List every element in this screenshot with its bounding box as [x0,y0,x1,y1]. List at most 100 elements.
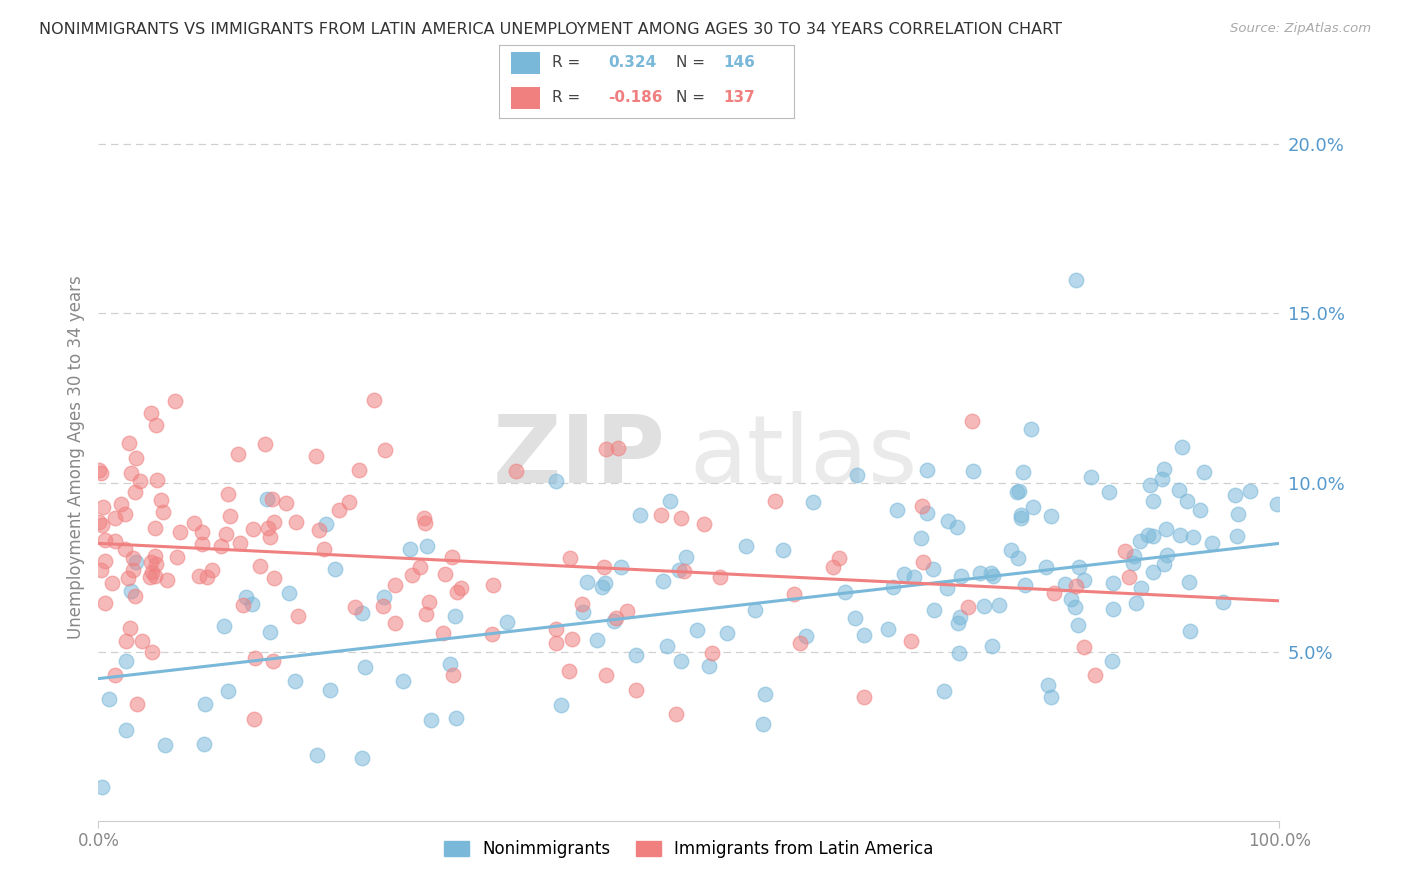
Point [128,474,150,488]
Point [373,590,395,604]
Point [114,541,136,556]
Text: NONIMMIGRANTS VS IMMIGRANTS FROM LATIN AMERICA UNEMPLOYMENT AMONG AGES 30 TO 34 : NONIMMIGRANTS VS IMMIGRANTS FROM LATIN A… [39,22,1063,37]
FancyBboxPatch shape [510,52,540,74]
Point [1098,485,1121,500]
Point [626,648,648,663]
Point [90,563,112,577]
Point [876,622,898,636]
Point [117,570,139,584]
Point [910,531,932,545]
Point [572,606,595,620]
Point [1139,478,1161,492]
Point [312,541,335,556]
Point [149,492,172,507]
Point [115,634,138,648]
Point [754,687,776,701]
Point [141,566,163,580]
Point [350,750,373,764]
Point [254,437,277,451]
Point [194,697,217,711]
Point [882,580,904,594]
Point [1064,272,1087,286]
Point [347,462,370,476]
Point [846,468,869,483]
Point [444,711,467,725]
Point [1053,577,1076,591]
Point [319,683,342,698]
Point [169,525,191,540]
Point [900,634,922,648]
Point [323,561,346,575]
Point [1010,508,1032,523]
Point [628,508,651,523]
Point [936,581,959,595]
Point [586,633,609,648]
Point [242,522,264,536]
Point [419,713,441,727]
Point [893,566,915,581]
Point [949,568,972,582]
Point [546,622,568,636]
Point [915,463,938,477]
Point [131,633,153,648]
Text: -0.186: -0.186 [609,90,662,105]
Point [924,603,946,617]
Point [671,654,693,668]
Point [1102,602,1125,616]
Point [936,514,959,528]
Legend: Nonimmigrants, Immigrants from Latin America: Nonimmigrants, Immigrants from Latin Ame… [437,833,941,864]
Point [1021,500,1043,515]
Point [1014,578,1036,592]
Point [209,539,232,553]
Point [444,608,467,623]
Point [1212,595,1234,609]
Point [384,615,406,630]
Point [94,554,117,568]
Point [87,463,110,477]
Point [392,674,415,689]
Point [418,595,440,609]
Point [665,706,688,721]
Point [505,464,527,478]
Point [591,580,613,594]
Point [624,682,647,697]
Point [240,597,263,611]
Point [97,692,120,706]
Point [1129,582,1152,596]
Point [772,542,794,557]
Point [114,507,136,521]
Point [603,614,626,628]
Point [544,636,567,650]
Point [89,515,111,529]
Point [120,466,142,480]
Text: ZIP: ZIP [492,411,665,503]
Point [229,536,252,550]
Point [145,418,167,433]
Point [143,549,166,564]
Point [415,607,437,622]
Point [969,566,991,580]
Point [1175,493,1198,508]
Point [191,537,214,551]
Point [1178,624,1201,638]
Point [949,609,972,624]
Point [408,560,430,574]
Point [782,587,804,601]
Point [981,568,1004,582]
Point [1225,488,1247,502]
Point [1137,528,1160,542]
Point [217,684,239,698]
Point [124,451,146,466]
Point [1101,654,1123,668]
Point [122,563,145,577]
Point [274,496,297,510]
Point [1011,465,1033,479]
Point [120,583,142,598]
Point [571,597,593,611]
Point [143,568,166,582]
Point [595,668,617,682]
Point [308,523,330,537]
Point [655,639,678,653]
Point [735,540,758,554]
Text: R =: R = [553,55,581,70]
